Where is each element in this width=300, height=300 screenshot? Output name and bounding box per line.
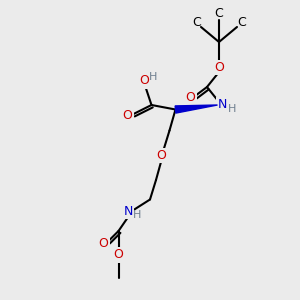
Text: H: H — [149, 72, 157, 82]
Text: O: O — [157, 149, 166, 162]
Text: C: C — [192, 16, 201, 29]
Text: N: N — [124, 205, 133, 218]
Text: O: O — [140, 74, 149, 88]
Polygon shape — [175, 105, 218, 113]
Text: O: O — [99, 237, 108, 250]
Text: C: C — [214, 7, 224, 20]
Text: O: O — [186, 91, 195, 104]
Text: O: O — [214, 61, 224, 74]
Text: O: O — [114, 248, 123, 262]
Text: H: H — [133, 210, 142, 220]
Text: C: C — [237, 16, 246, 29]
Text: H: H — [227, 103, 236, 114]
Text: O: O — [123, 109, 132, 122]
Text: N: N — [217, 98, 227, 112]
